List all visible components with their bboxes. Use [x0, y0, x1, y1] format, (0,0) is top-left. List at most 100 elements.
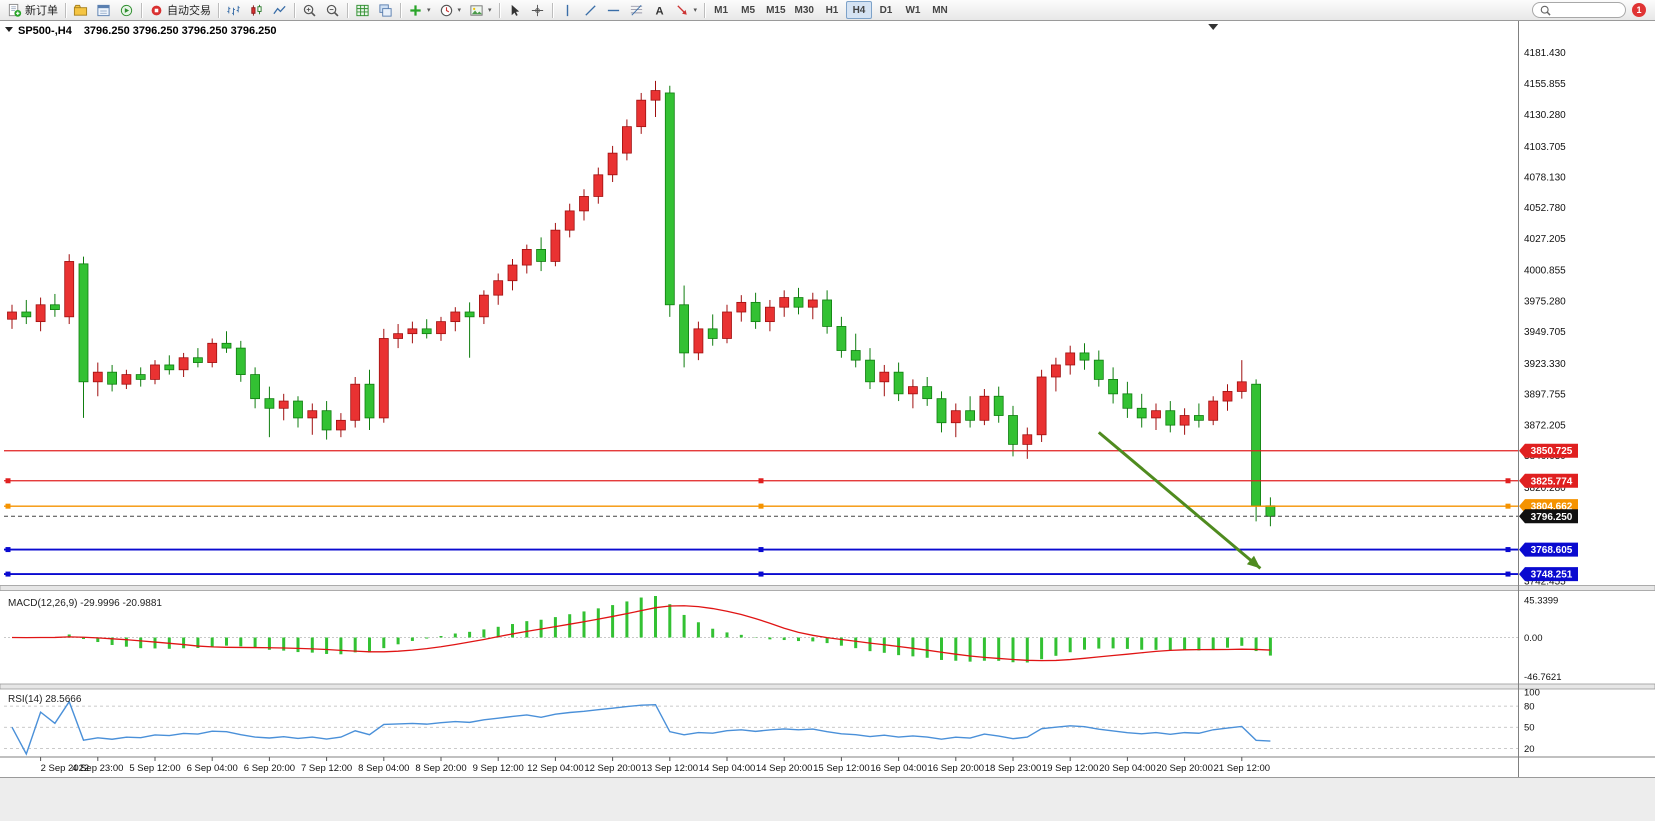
candle-body [1051, 364, 1061, 378]
line-handle[interactable] [1505, 503, 1511, 509]
time-axis-label: 8 Sep 20:00 [415, 763, 466, 774]
tile-windows-button[interactable] [351, 1, 374, 19]
timeframe-m1-button[interactable]: M1 [708, 1, 734, 19]
charts-profile-button[interactable] [69, 1, 92, 19]
candle-body [178, 357, 189, 371]
one-click-trading-icon[interactable] [5, 27, 13, 32]
line-handle[interactable] [1505, 571, 1511, 577]
zoom-out-icon [325, 3, 340, 18]
line-chart-button[interactable] [268, 1, 291, 19]
autotrading-button[interactable]: 自动交易 [145, 1, 215, 19]
zoom-out-button[interactable] [321, 1, 344, 19]
plus-icon [408, 3, 423, 18]
chart-canvas[interactable]: 4181.430 4155.855 4130.280 4103.705 4078.130… [0, 21, 1655, 777]
line-handle[interactable] [1505, 478, 1511, 484]
line-handle[interactable] [5, 547, 11, 553]
candle-body [607, 152, 618, 176]
current-price-tag: 3796.250 [1519, 509, 1578, 524]
zoom-in-button[interactable] [298, 1, 321, 19]
candle [908, 379, 918, 409]
timeframe-m30-button[interactable]: M30 [791, 1, 818, 19]
search-input[interactable] [1556, 4, 1620, 16]
pane-separator[interactable] [0, 585, 1655, 591]
timeframe-group: M1 M5 M15 M30 H1 H4 D1 W1 MN [708, 1, 953, 19]
new-order-button[interactable]: 新订单 [3, 1, 62, 19]
candle-body [822, 299, 832, 327]
hline-3768.605[interactable] [4, 547, 1518, 553]
templates-button[interactable]: ▾ [465, 1, 496, 19]
line-handle[interactable] [5, 571, 11, 577]
timeframe-h1-button[interactable]: H1 [819, 1, 845, 19]
candlestick-chart-button[interactable] [245, 1, 268, 19]
timeframe-mn-button[interactable]: MN [927, 1, 953, 19]
candle [679, 285, 689, 368]
search-box[interactable] [1532, 2, 1626, 18]
fibonacci-button[interactable] [625, 1, 648, 19]
market-watch-button[interactable] [115, 1, 138, 19]
line-handle[interactable] [758, 478, 764, 484]
candle [378, 328, 389, 423]
candle [564, 203, 575, 238]
timeframe-d1-button[interactable]: D1 [873, 1, 899, 19]
time-axis-label: 9 Sep 12:00 [473, 763, 524, 774]
candle-body [1122, 393, 1133, 409]
line-handle[interactable] [758, 547, 764, 553]
candle [1051, 357, 1061, 392]
trend-arrow[interactable] [1097, 431, 1262, 570]
timeframe-m5-button[interactable]: M5 [735, 1, 761, 19]
cascade-windows-button[interactable] [374, 1, 397, 19]
vertical-line-button[interactable] [556, 1, 579, 19]
cursor-button[interactable] [503, 1, 526, 19]
trend-arrow-line[interactable] [1097, 431, 1262, 570]
timeframe-w1-button[interactable]: W1 [900, 1, 926, 19]
trendline-button[interactable] [579, 1, 602, 19]
line-handle[interactable] [5, 478, 11, 484]
bar-chart-button[interactable] [222, 1, 245, 19]
line-handle[interactable] [5, 503, 11, 509]
hline-3825.774[interactable] [4, 478, 1518, 484]
line-handle[interactable] [758, 503, 764, 509]
candle [521, 244, 532, 274]
hline-3748.251[interactable] [4, 571, 1518, 577]
indicators-button[interactable]: ▾ [404, 1, 435, 19]
price-axis-label: 4027.205 [1524, 234, 1566, 245]
horizontal-line-button[interactable] [602, 1, 625, 19]
data-window-button[interactable] [92, 1, 115, 19]
price-axis-label: 4078.130 [1524, 173, 1566, 184]
price-axis-label: 4155.855 [1524, 79, 1566, 90]
line-handle[interactable] [1505, 547, 1511, 553]
notification-badge[interactable]: 1 [1632, 3, 1646, 17]
hline-3804.662[interactable] [4, 503, 1518, 509]
pane-separator[interactable] [0, 683, 1655, 690]
candle [450, 307, 461, 332]
candle-body [436, 321, 446, 335]
arrows-button[interactable]: ▾ [671, 1, 702, 19]
timeframe-h4-button[interactable]: H4 [845, 1, 872, 19]
candle [78, 256, 89, 418]
toolbar-button-groups: 新订单 自动交易 ▾ ▾ ▾ A ▾ [3, 1, 701, 19]
candle-body [1036, 376, 1047, 436]
candle [1236, 360, 1247, 399]
shift-marker-icon[interactable] [1208, 24, 1219, 30]
candle [836, 316, 847, 358]
candle-body [1022, 434, 1033, 445]
candle [436, 316, 446, 341]
text-button[interactable]: A [648, 1, 671, 19]
symbol-period-label: SP500-,H4 [18, 25, 73, 37]
crosshair-button[interactable] [526, 1, 549, 19]
periods-button[interactable]: ▾ [435, 1, 466, 19]
candle [750, 292, 761, 329]
time-axis-label: 4 Sep 23:00 [72, 763, 123, 774]
cascade-icon [378, 3, 393, 18]
candle-body [1236, 381, 1247, 392]
candle [1122, 381, 1133, 418]
macd-axis-label: 0.00 [1524, 633, 1543, 644]
candle [1008, 405, 1018, 457]
candle-body [250, 374, 261, 400]
timeframe-m15-button[interactable]: M15 [762, 1, 789, 19]
line-handle[interactable] [758, 571, 764, 577]
time-axis-label: 2 Sep 2022 [41, 763, 90, 774]
price-axis-label: 4000.855 [1524, 266, 1566, 277]
candle-body [364, 383, 375, 419]
